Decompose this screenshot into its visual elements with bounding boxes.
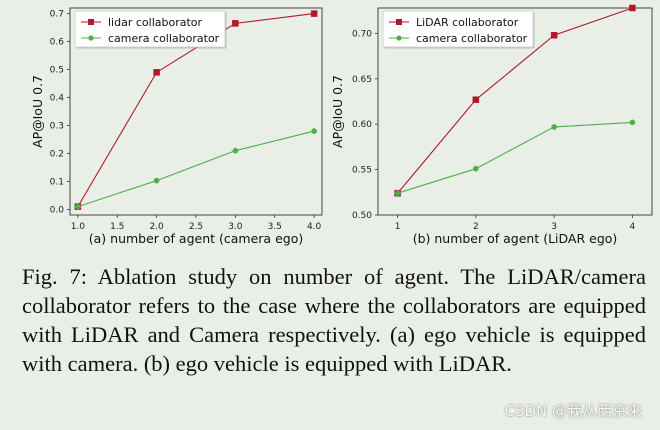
chart-a-xtick-label: 2.5 — [189, 222, 203, 232]
chart-a-series-0-point — [310, 10, 318, 17]
chart-a-legend-marker — [88, 19, 94, 25]
chart-a-ylabel: AP@IoU 0.7 — [30, 75, 45, 148]
chart-b-legend-marker — [396, 35, 402, 41]
chart-b-series-1-point — [551, 124, 557, 130]
chart-a-ytick-label: 0.2 — [50, 149, 64, 159]
chart-b-ytick-label: 0.65 — [352, 75, 372, 85]
chart-b-legend-marker — [396, 19, 402, 25]
chart-b-xtick-label: 4 — [630, 222, 636, 232]
chart-b-frame — [377, 7, 653, 216]
chart-a-xtick-label: 3.0 — [228, 222, 243, 232]
chart-a-legend — [74, 10, 226, 48]
chart-a-xlabel: (a) number of agent (camera ego) — [89, 231, 303, 246]
chart-a: 0.0 0.1 0.2 0.3 0.4 0.5 0.6 0.7 1.0 1.5 2.0 2.5 3.0 3… — [30, 7, 323, 246]
chart-b-xtick-label: 3 — [551, 222, 557, 232]
chart-a-legend-label: camera collaborator — [108, 32, 220, 45]
chart-b-series-0-point — [472, 96, 480, 103]
chart-a-series-1-point — [75, 203, 81, 210]
chart-a-series-1-point — [311, 128, 317, 134]
chart-b-series-0-line — [397, 7, 633, 194]
chart-a-series-1-point — [153, 177, 160, 184]
chart-a-ytick-label: 0.6 — [50, 38, 65, 48]
chart-a-xtick-label: 3.5 — [268, 222, 282, 232]
chart-b-series-1-line — [397, 121, 633, 194]
chart-a-xtick-label: 1.5 — [110, 222, 124, 232]
chart-b-ytick-label: 0.50 — [352, 211, 372, 221]
chart-a-series-1-line — [77, 130, 315, 208]
chart-a-legend-label: lidar collaborator — [108, 16, 203, 29]
chart-a-ytick-label: 0.3 — [50, 121, 64, 131]
chart-b-ylabel: AP@IoU 0.7 — [330, 75, 345, 148]
chart-b-ytick-label: 0.60 — [352, 120, 372, 130]
chart-a-xtick-label: 4.0 — [307, 222, 322, 232]
chart-a-series-0-point — [153, 69, 160, 76]
chart-a-ytick-label: 0.4 — [50, 94, 65, 104]
chart-a-xtick-label: 1.0 — [71, 222, 86, 232]
chart-a-series-0-point — [232, 20, 239, 27]
chart-b-series-0-point — [550, 31, 558, 39]
chart-a-ytick-label: 0.1 — [50, 177, 64, 187]
chart-b-series-1-point — [394, 190, 401, 197]
chart-b: 0.50 0.55 0.60 0.65 0.70 1 2 3 4 (b) number of ag… — [330, 4, 653, 246]
watermark: CSDN @我从西京来 — [504, 402, 642, 420]
chart-a-legend-marker — [88, 35, 94, 41]
chart-b-legend-label: LiDAR collaborator — [416, 16, 519, 29]
chart-a-ytick-label: 0.7 — [50, 10, 64, 20]
chart-b-ytick-label: 0.55 — [352, 166, 372, 176]
chart-b-series-0-point — [629, 4, 636, 12]
figure-caption: Fig. 7: Ablation study on number of agen… — [22, 264, 646, 376]
chart-a-ytick-label: 0.5 — [50, 66, 64, 76]
chart-b-xtick-label: 1 — [395, 222, 401, 232]
chart-a-series-1-point — [232, 147, 239, 154]
chart-a-xtick-label: 2.0 — [149, 222, 164, 232]
chart-b-legend-label: camera collaborator — [416, 32, 528, 45]
chart-b-series-1-point — [473, 165, 479, 172]
chart-b-ytick-label: 0.70 — [352, 29, 372, 39]
chart-b-legend — [382, 10, 534, 48]
chart-b-xlabel: (b) number of agent (LiDAR ego) — [413, 231, 618, 246]
chart-b-xtick-label: 2 — [473, 222, 479, 232]
chart-a-ytick-label: 0.0 — [50, 205, 65, 215]
chart-b-series-1-point — [629, 119, 636, 126]
